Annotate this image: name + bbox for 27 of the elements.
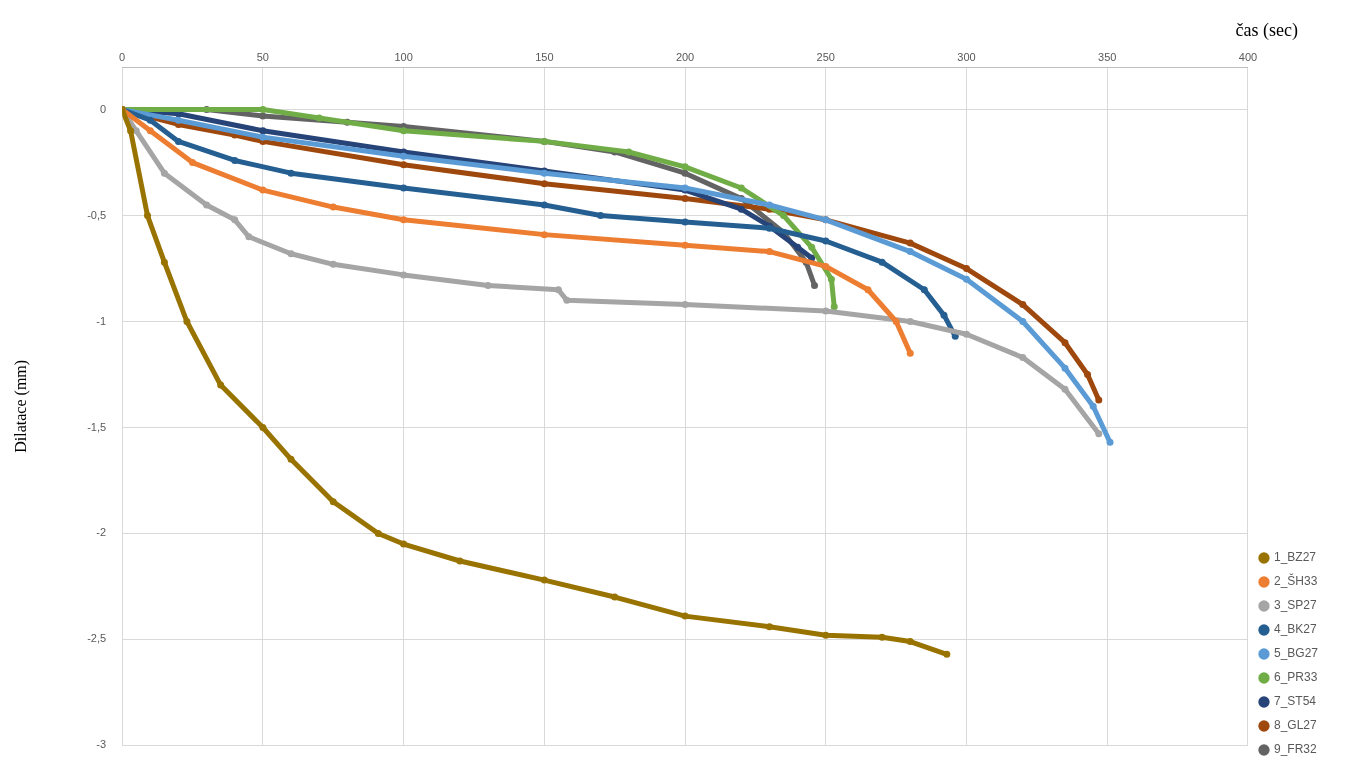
x-tick-label: 300 bbox=[957, 50, 976, 63]
y-axis-title: Dilatace (mm) bbox=[11, 359, 30, 453]
y-tick-label: -1,5 bbox=[87, 420, 107, 433]
legend-label: 5_BG27 bbox=[1273, 646, 1319, 661]
x-axis-title: čas (sec) bbox=[1235, 20, 1298, 41]
x-tick-label: 50 bbox=[256, 50, 270, 63]
x-tick-label: 250 bbox=[816, 50, 835, 63]
y-tick-label: -1 bbox=[96, 314, 107, 327]
y-tick-label: -2 bbox=[96, 526, 107, 539]
legend-label: 9_FR32 bbox=[1273, 742, 1317, 757]
legend-label: 7_ST54 bbox=[1273, 694, 1317, 709]
x-tick-label: 200 bbox=[675, 50, 695, 63]
legend-label: 2_ŠH33 bbox=[1273, 573, 1318, 589]
y-tick-label: -2,5 bbox=[87, 632, 107, 645]
x-tick-label: 100 bbox=[394, 50, 413, 63]
legend-label: 6_PR33 bbox=[1273, 670, 1318, 685]
y-tick-label: -0,5 bbox=[87, 208, 107, 221]
legend-label: 4_BK27 bbox=[1273, 622, 1317, 637]
legend-label: 8_GL27 bbox=[1273, 718, 1317, 733]
legend-label: 1_BZ27 bbox=[1273, 550, 1317, 565]
y-tick-label: 0 bbox=[100, 102, 107, 115]
x-tick-label: 400 bbox=[1238, 50, 1258, 63]
x-tick-label: 350 bbox=[1098, 50, 1117, 63]
x-tick-label: 0 bbox=[119, 50, 126, 63]
y-tick-label: -3 bbox=[96, 738, 107, 751]
x-tick-label: 150 bbox=[535, 50, 554, 63]
legend-label: 3_SP27 bbox=[1273, 598, 1317, 613]
